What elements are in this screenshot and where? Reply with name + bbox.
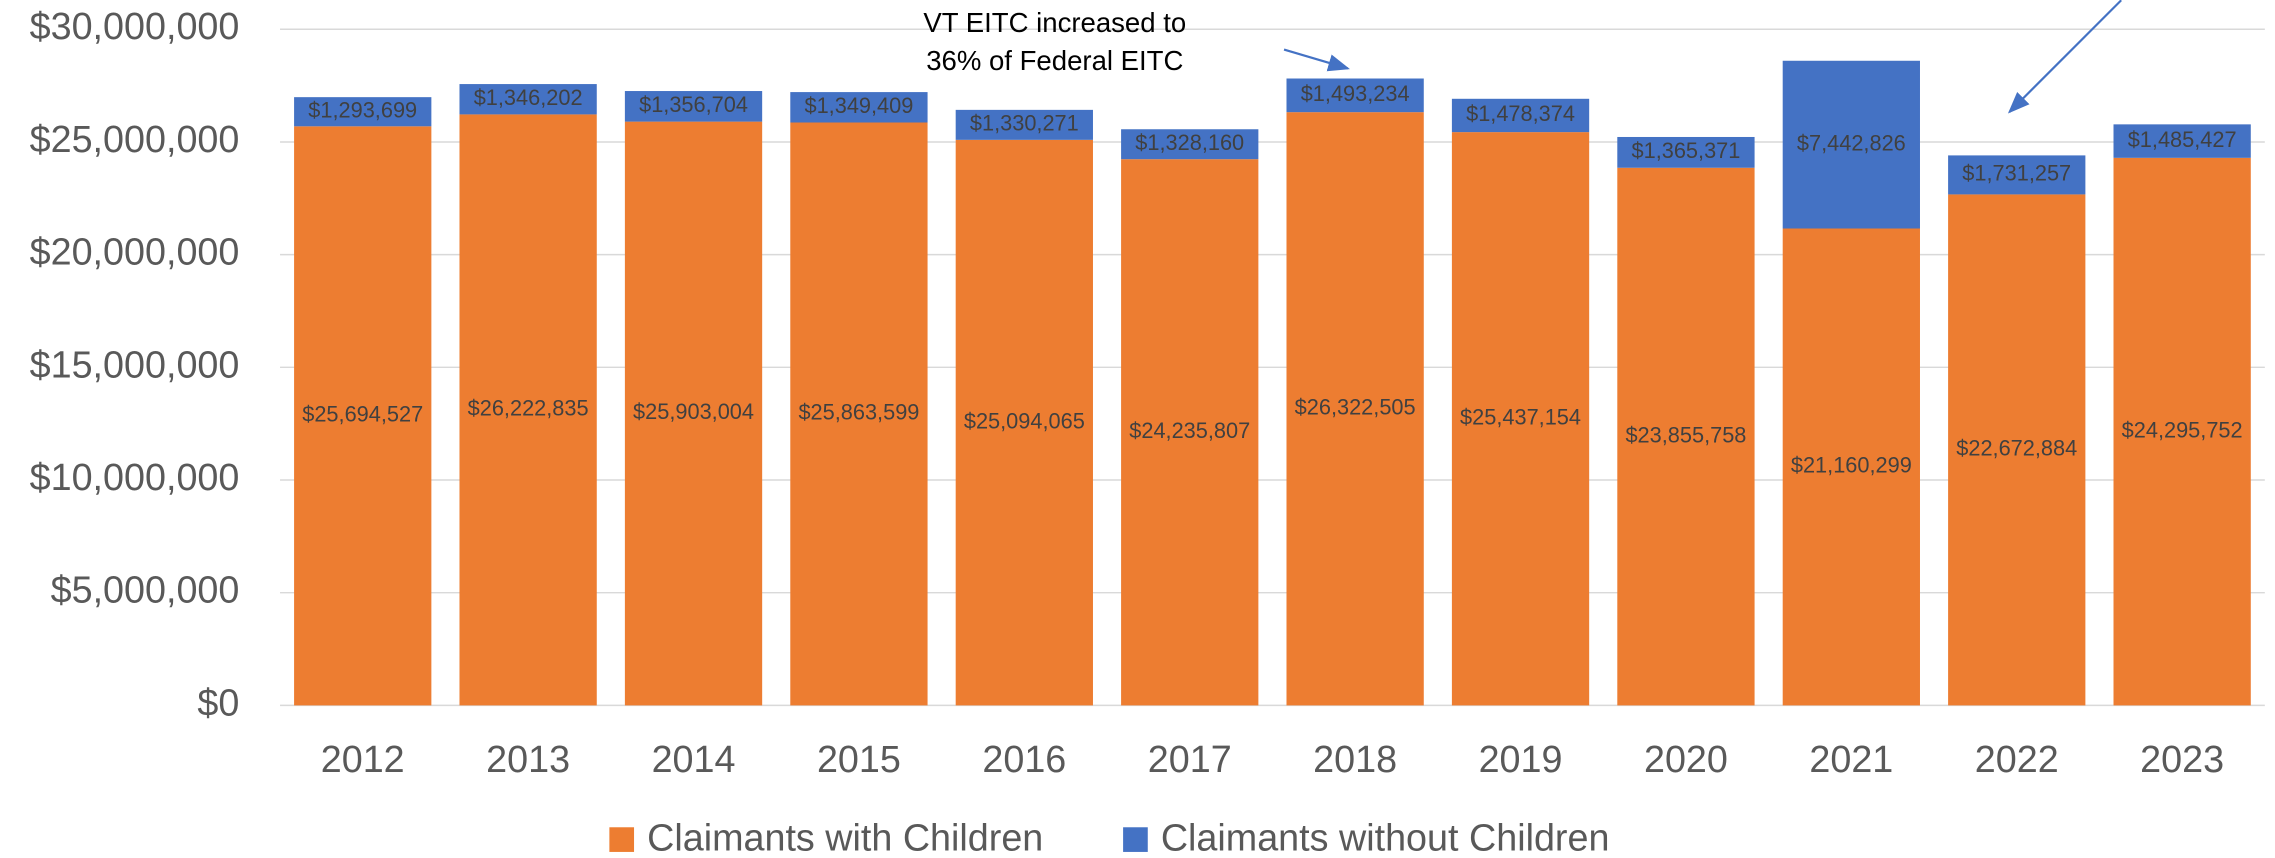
bar-segment: [1286, 112, 1424, 706]
data-label: $21,160,299: [1791, 453, 1912, 478]
x-tick-label: 2019: [1479, 738, 1563, 780]
bar-segment: [624, 121, 763, 706]
bar-segment: [955, 109, 1093, 140]
x-tick-label: 2015: [817, 738, 901, 780]
data-label: $1,330,271: [970, 111, 1079, 136]
annotation-arrow: [1283, 48, 1350, 72]
legend-swatch: [609, 827, 635, 852]
data-label: $1,356,704: [639, 92, 748, 117]
x-tick-label: 2022: [1975, 738, 2059, 780]
legend-label: Claimants without Children: [1161, 816, 1610, 858]
y-tick-label: $0: [197, 681, 239, 723]
data-label: $25,694,527: [302, 402, 423, 427]
data-label: $25,437,154: [1460, 405, 1581, 430]
bar-segment: [294, 97, 432, 127]
data-label: $1,485,427: [2128, 127, 2237, 152]
bar-segment: [790, 92, 928, 123]
bar-segment: [955, 139, 1093, 706]
y-tick-label: $30,000,000: [30, 5, 240, 47]
bar-segment: [1782, 228, 1920, 706]
bar-segment: [1782, 60, 1920, 229]
data-label: $1,349,409: [804, 93, 913, 118]
y-tick-label: $15,000,000: [30, 343, 240, 385]
bar-segment: [1617, 136, 1755, 168]
bar-segment: [1121, 129, 1259, 160]
y-tick-label: $10,000,000: [30, 456, 240, 498]
bar-segment: [294, 126, 432, 706]
bar-segment: [459, 84, 597, 115]
data-label: $24,295,752: [2122, 417, 2243, 442]
y-tick-label: $20,000,000: [30, 231, 240, 273]
bar-segment: [1617, 167, 1755, 706]
y-tick-label: $25,000,000: [30, 118, 240, 160]
annotation-arrow: [2007, 0, 2122, 114]
data-label: $1,478,374: [1466, 101, 1575, 126]
legend-label: Claimants with Children: [647, 816, 1043, 858]
data-label: $26,222,835: [468, 396, 589, 421]
data-label: $1,346,202: [474, 85, 583, 110]
bar-segment: [1451, 132, 1590, 706]
data-label: $25,903,004: [633, 399, 754, 424]
annotation: VT EITC increased to: [923, 7, 1186, 38]
x-tick-label: 2012: [321, 738, 405, 780]
bar-segment: [1286, 78, 1424, 113]
data-label: $1,365,371: [1632, 138, 1741, 163]
data-label: $1,328,160: [1135, 130, 1244, 155]
x-tick-label: 2017: [1148, 738, 1232, 780]
y-tick-label: $5,000,000: [51, 569, 240, 611]
data-label: $26,322,505: [1295, 395, 1416, 420]
x-tick-label: 2020: [1644, 738, 1728, 780]
bar-segment: [624, 91, 763, 122]
x-tick-label: 2014: [652, 738, 736, 780]
x-tick-label: 2018: [1313, 738, 1397, 780]
x-tick-label: 2013: [486, 738, 570, 780]
data-label: $1,493,234: [1301, 81, 1410, 106]
bar-segment: [1948, 155, 2086, 195]
x-tick-label: 2021: [1809, 738, 1893, 780]
bar-segment: [2113, 157, 2251, 706]
annotation: 36% of Federal EITC: [926, 45, 1183, 76]
bar-segment: [790, 122, 928, 706]
data-label: $25,094,065: [964, 408, 1085, 433]
data-label: $1,293,699: [308, 97, 417, 122]
bar-segment: [1121, 159, 1259, 706]
data-label: $23,855,758: [1625, 422, 1746, 447]
data-label: $7,442,826: [1797, 130, 1906, 155]
bar-segment: [459, 114, 597, 706]
data-label: $25,863,599: [798, 400, 919, 425]
bar-segment: [2113, 124, 2251, 158]
bar-segment: [1451, 98, 1590, 133]
x-tick-label: 2016: [982, 738, 1066, 780]
data-label: $22,672,884: [1956, 436, 2077, 461]
data-label: $1,731,257: [1962, 161, 2071, 186]
x-tick-label: 2023: [2140, 738, 2224, 780]
data-label: $24,235,807: [1129, 418, 1250, 443]
legend-swatch: [1123, 827, 1148, 852]
bar-segment: [1948, 194, 2086, 706]
